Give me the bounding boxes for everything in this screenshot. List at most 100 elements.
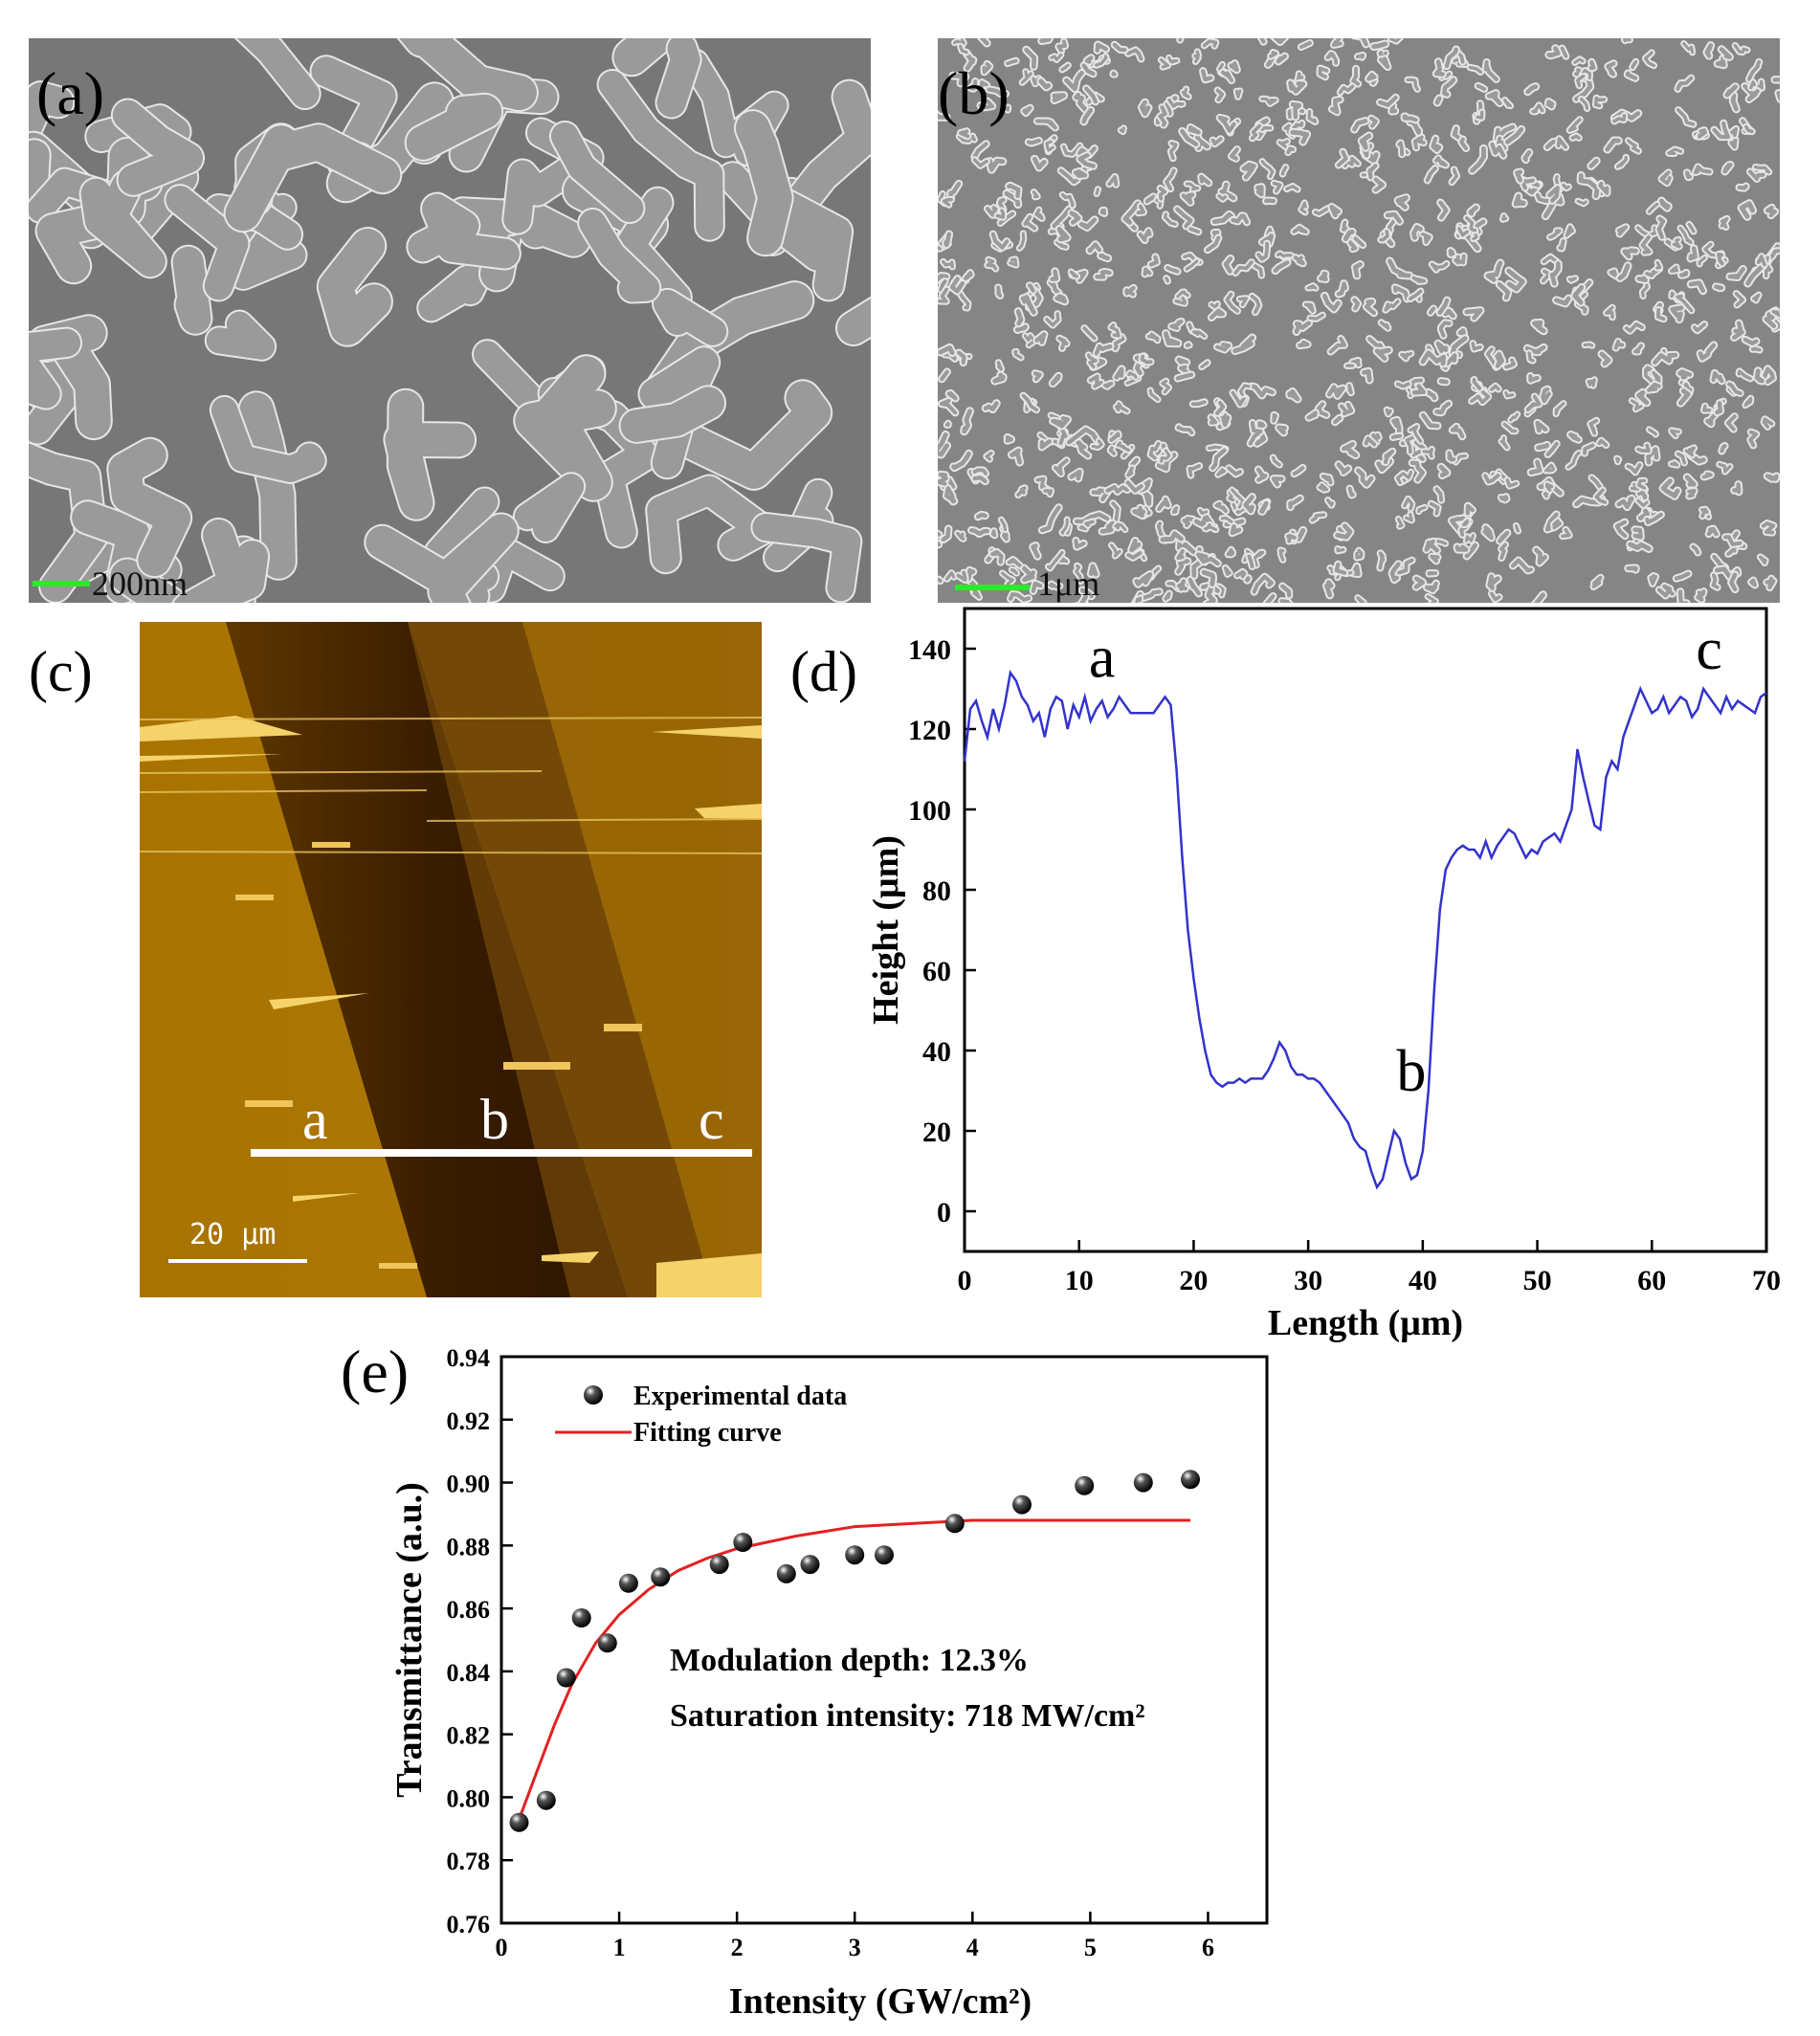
grain <box>1045 312 1060 327</box>
grain <box>1373 177 1386 192</box>
grain <box>1765 474 1779 481</box>
scale-bar-a <box>33 581 90 586</box>
grain <box>1217 115 1236 133</box>
grain <box>1443 308 1455 319</box>
grain <box>1387 218 1396 232</box>
transmittance-chart: 0.76 0.78 0.80 0.82 0.84 0.86 0.88 0.90 0.92 0.94… <box>389 1344 1269 2022</box>
data-point <box>944 1514 965 1534</box>
grain <box>1215 88 1225 102</box>
grain <box>1615 456 1621 464</box>
grain <box>1138 229 1152 243</box>
grain <box>1450 424 1465 439</box>
plot-frame-e <box>499 1355 1269 1925</box>
grain <box>1209 415 1218 425</box>
grain <box>1164 591 1171 601</box>
grain <box>1313 207 1330 216</box>
grain <box>1286 146 1296 155</box>
grain <box>1732 321 1744 340</box>
grain <box>1385 408 1392 416</box>
grain <box>1031 543 1040 559</box>
grain <box>1220 516 1233 523</box>
grain <box>1420 412 1440 429</box>
afm-image-c: a b c 20 μm <box>140 622 762 1297</box>
y-tick-label-d: 40 <box>922 1036 951 1068</box>
grain <box>1754 368 1765 384</box>
grain <box>1157 497 1170 512</box>
grain <box>1383 449 1395 465</box>
grain <box>1434 487 1444 502</box>
grain <box>1589 476 1602 489</box>
y-tick-label-e: 0.86 <box>447 1596 491 1624</box>
grain <box>1677 388 1691 406</box>
grain <box>318 229 391 345</box>
grain <box>1201 69 1213 82</box>
grain <box>1230 524 1242 536</box>
grain <box>1483 59 1498 81</box>
grain <box>1088 564 1099 577</box>
grain <box>1193 50 1200 63</box>
grain <box>1718 462 1732 474</box>
grain <box>1069 270 1079 278</box>
grain <box>1292 465 1305 476</box>
grain <box>406 94 502 160</box>
grain <box>1021 393 1039 412</box>
grain <box>1476 83 1487 91</box>
grain <box>1640 282 1649 298</box>
grain <box>1387 258 1412 278</box>
grain <box>1180 128 1199 147</box>
grain <box>1277 140 1289 149</box>
grain <box>1728 126 1739 138</box>
grain <box>979 80 989 90</box>
grain <box>1384 299 1400 312</box>
annotation-modulation-depth: Modulation depth: 12.3% <box>670 1643 1029 1678</box>
grain <box>1111 501 1120 521</box>
grain <box>1260 160 1275 179</box>
grain <box>1426 389 1437 401</box>
grain <box>1468 65 1483 74</box>
grain <box>1226 547 1235 557</box>
grain <box>1406 77 1419 91</box>
grain <box>1746 59 1762 81</box>
grain <box>1050 269 1059 281</box>
grain <box>1205 586 1216 603</box>
grain <box>1715 401 1723 415</box>
grain <box>985 206 998 217</box>
grain <box>173 519 269 603</box>
grain <box>1099 520 1116 534</box>
grain <box>1388 38 1402 43</box>
grain <box>1006 58 1018 66</box>
grain <box>963 271 973 281</box>
grain <box>1730 93 1739 112</box>
grain <box>1464 534 1475 542</box>
grain <box>1007 558 1022 567</box>
grain <box>1722 162 1733 174</box>
grain <box>1005 434 1014 443</box>
grain <box>385 389 476 520</box>
grain <box>1032 190 1039 199</box>
grain <box>1292 225 1308 234</box>
grain <box>1298 340 1310 348</box>
y-axis-label-d: Height (μm) <box>866 835 906 1025</box>
grain <box>1734 292 1745 307</box>
grain <box>1605 305 1614 320</box>
grain <box>1749 80 1756 90</box>
grain <box>1187 577 1201 596</box>
grain <box>986 257 998 271</box>
grain <box>1229 147 1239 161</box>
grain <box>1485 260 1503 282</box>
grain <box>1023 334 1036 347</box>
grain <box>1429 501 1440 516</box>
grain <box>1546 46 1561 58</box>
grain <box>1703 242 1720 257</box>
grain <box>1167 98 1185 108</box>
grain <box>999 518 1008 532</box>
grain <box>941 526 951 542</box>
grain <box>1531 103 1544 114</box>
grain <box>1374 347 1391 361</box>
grain <box>1200 361 1210 369</box>
grain <box>1299 201 1307 214</box>
grain <box>1541 387 1551 404</box>
grain <box>1109 323 1121 338</box>
grain <box>1613 340 1625 350</box>
grain <box>1113 335 1125 351</box>
